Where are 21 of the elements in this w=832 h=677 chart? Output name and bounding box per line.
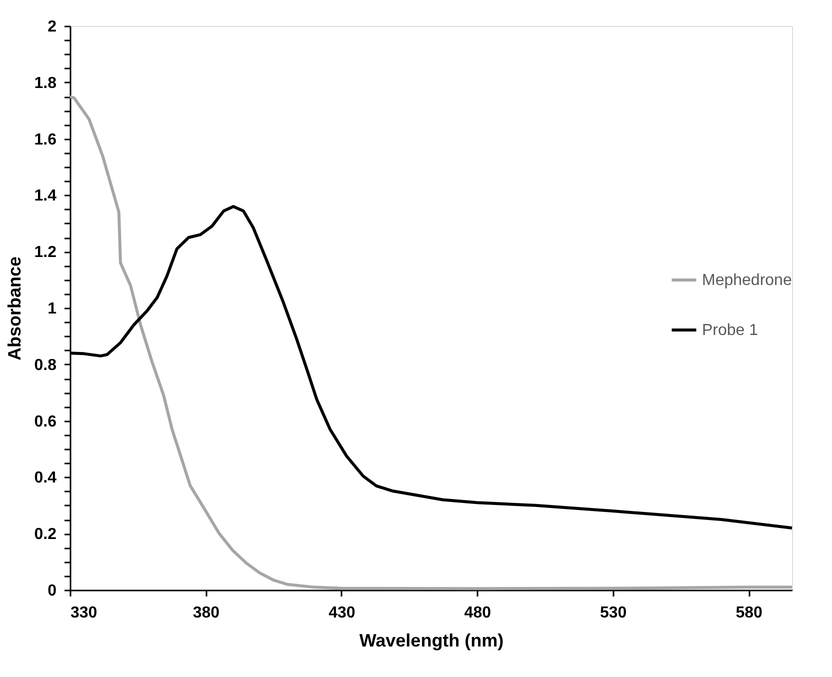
y-tick-label: 0 (48, 582, 57, 600)
y-tick-label: 0.8 (34, 356, 57, 374)
y-tick-label: 1.2 (34, 244, 57, 262)
x-tick-label: 480 (464, 604, 492, 622)
x-tick-label: 380 (192, 604, 220, 622)
legend-label: Mephedrone (702, 272, 792, 289)
y-tick-label: 1.8 (34, 74, 57, 92)
x-axis-title: Wavelength (nm) (359, 630, 504, 650)
y-tick-label: 2 (48, 18, 57, 36)
legend-label: Probe 1 (702, 322, 758, 339)
y-tick-label: 1.4 (34, 188, 57, 205)
y-tick-label: 0.6 (34, 413, 57, 430)
x-tick-label: 530 (600, 604, 627, 622)
y-tick-label: 0.4 (34, 470, 57, 487)
x-tick-label: 430 (328, 604, 356, 622)
y-tick-label: 1 (48, 300, 57, 318)
y-tick-label: 0.2 (34, 526, 57, 544)
y-axis-title: Absorbance (4, 256, 24, 361)
x-tick-label: 330 (70, 604, 98, 622)
x-tick-label: 580 (736, 604, 763, 622)
y-tick-label: 1.6 (34, 131, 57, 148)
